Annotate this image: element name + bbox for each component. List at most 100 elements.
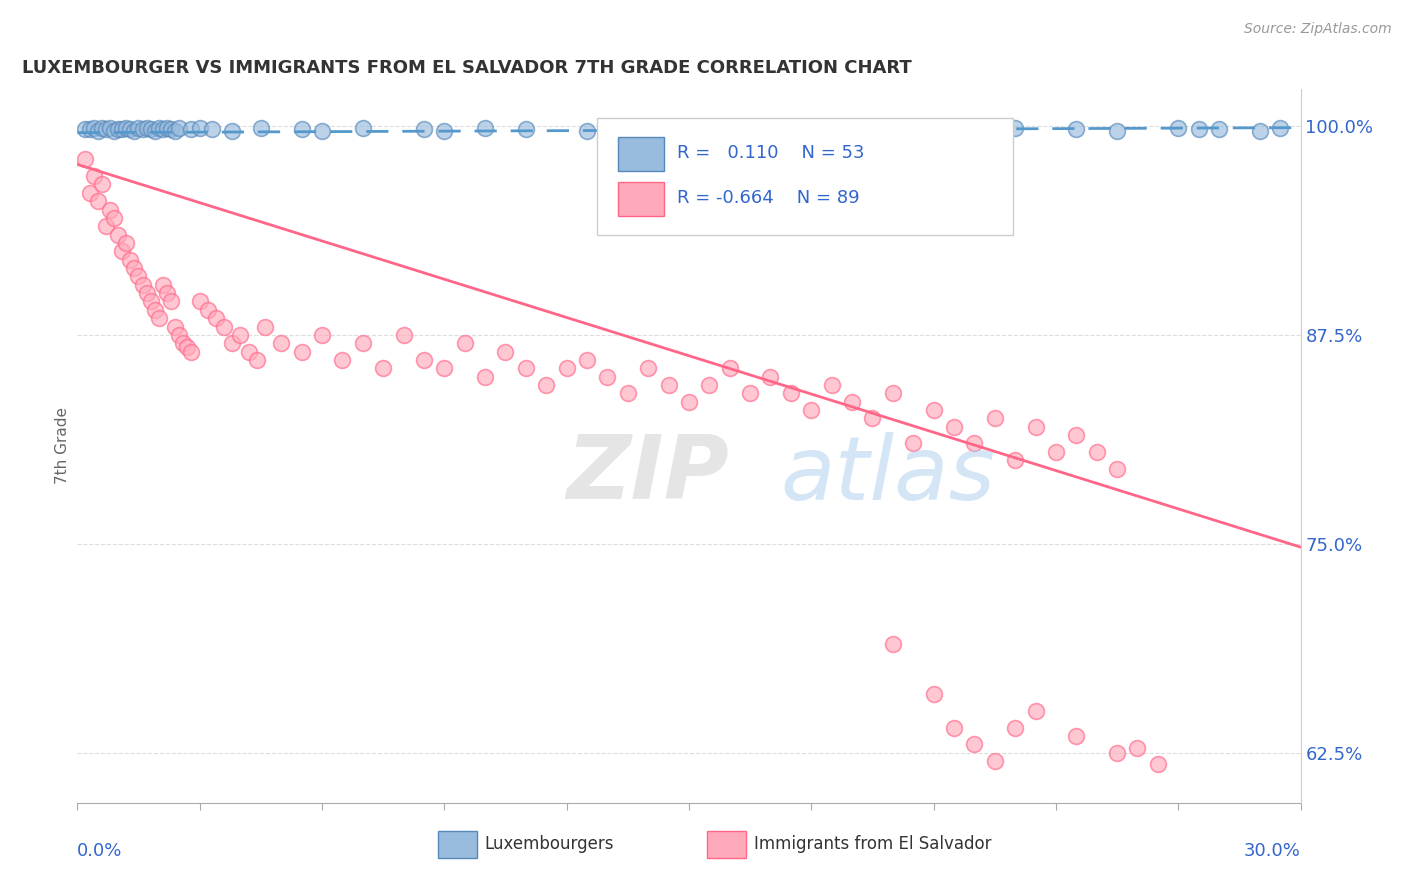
Point [1107,746,1129,760]
Point [107,122,129,136]
Bar [439,830,477,858]
Point [201,122,224,136]
Point [94,122,117,136]
Point [637,361,659,376]
Point [1249,124,1271,138]
Point [740,120,762,135]
Point [922,403,945,417]
Point [111,244,134,259]
Point [413,353,436,368]
Point [515,122,537,136]
Point [922,124,945,138]
Point [433,124,456,138]
Point [1025,419,1047,434]
Point [984,411,1007,425]
Point [128,269,150,284]
Point [515,361,537,376]
Point [148,311,170,326]
Point [371,361,394,376]
Point [882,637,904,651]
Point [291,344,314,359]
Point [984,754,1007,768]
Point [759,369,782,384]
Point [1004,453,1026,467]
Point [107,227,129,242]
Point [152,277,174,292]
Point [922,687,945,701]
Point [250,120,273,135]
Point [433,361,456,376]
Point [246,353,269,368]
Point [169,120,191,135]
Point [291,122,314,136]
Point [637,120,659,135]
Point [212,319,235,334]
Text: R = -0.664    N = 89: R = -0.664 N = 89 [676,189,859,207]
Point [180,122,202,136]
Point [135,286,157,301]
Point [903,436,925,450]
Point [120,252,142,267]
Point [131,122,153,136]
Point [678,122,700,136]
Point [79,122,101,136]
Point [1004,120,1026,135]
Point [253,319,276,334]
Point [152,122,174,136]
Point [392,327,415,342]
Point [79,186,101,200]
Point [1004,721,1026,735]
Point [1270,120,1292,135]
Point [678,394,700,409]
Bar [619,182,665,216]
Point [780,386,803,401]
Point [90,120,112,135]
Point [75,153,97,167]
Point [172,336,194,351]
Point [882,386,904,401]
Point [740,386,762,401]
Point [176,340,198,354]
Point [156,286,179,301]
Point [311,124,333,138]
Point [1208,122,1230,136]
Point [718,361,741,376]
Point [169,327,191,342]
Point [90,178,112,192]
Point [474,369,496,384]
Point [1107,461,1129,475]
Text: Luxembourgers: Luxembourgers [485,835,614,853]
Point [596,369,619,384]
Point [658,378,681,392]
Text: Immigrants from El Salvador: Immigrants from El Salvador [754,835,991,853]
Point [841,394,863,409]
Point [221,336,243,351]
Point [943,721,966,735]
Point [1126,740,1149,755]
Point [1066,729,1088,743]
Point [160,294,183,309]
Point [454,336,477,351]
Point [160,122,183,136]
Point [197,302,219,317]
Point [617,386,640,401]
Point [188,120,211,135]
Point [1107,124,1129,138]
Point [963,737,986,751]
Point [963,436,986,450]
Point [352,120,374,135]
Point [1167,120,1189,135]
Point [103,124,125,138]
Text: R =   0.110    N = 53: R = 0.110 N = 53 [676,145,865,162]
Point [205,311,228,326]
Point [229,327,252,342]
Point [87,194,110,209]
Point [1066,428,1088,442]
Point [115,235,138,250]
Point [800,403,823,417]
Point [555,361,578,376]
Point [413,122,436,136]
Point [75,122,97,136]
Point [180,344,202,359]
Point [165,319,187,334]
